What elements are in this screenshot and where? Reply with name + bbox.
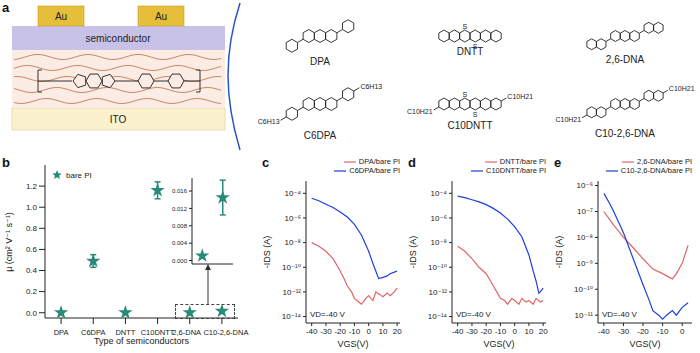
svg-text:0.004: 0.004 (172, 240, 188, 246)
html-text:VD=-40 V: VD=-40 V (310, 310, 345, 319)
svg-text:C10H21: C10H21 (555, 116, 581, 123)
svg-text:10: 10 (378, 327, 387, 336)
svg-text:0.016: 0.016 (172, 188, 188, 194)
html-text:μ (cm² V⁻¹ s⁻¹): μ (cm² V⁻¹ s⁻¹) (4, 211, 14, 272)
svg-text:0: 0 (512, 327, 517, 336)
svg-text:20: 20 (393, 327, 402, 336)
svg-text:-30: -30 (320, 327, 332, 336)
svg-text:-10: -10 (495, 327, 507, 336)
svg-text:10⁻⁹: 10⁻⁹ (576, 259, 593, 268)
svg-text:0.4: 0.4 (26, 266, 38, 275)
svg-text:10⁻¹⁴: 10⁻¹⁴ (428, 312, 448, 321)
html-text:e: e (554, 155, 562, 170)
svg-text:-20: -20 (480, 327, 492, 336)
svg-text:ITO: ITO (110, 114, 127, 125)
html-text:C6DPA/bare PI: C6DPA/bare PI (349, 166, 400, 175)
svg-text:C6DPA: C6DPA (304, 130, 337, 141)
svg-text:Au: Au (155, 11, 167, 22)
svg-text:0.012: 0.012 (172, 206, 188, 212)
html-text:c: c (262, 155, 270, 170)
svg-text:C6H13: C6H13 (258, 118, 280, 125)
svg-text:10⁻¹⁰: 10⁻¹⁰ (428, 263, 447, 272)
html-text:C10DNTT/bare PI: C10DNTT/bare PI (486, 166, 546, 175)
html-text:bare PI: bare PI (66, 170, 92, 180)
svg-text:C10H21: C10H21 (669, 85, 695, 92)
svg-text:-20: -20 (637, 327, 649, 336)
svg-text:-30: -30 (618, 327, 630, 336)
html-text:VGS(V): VGS(V) (483, 339, 515, 349)
svg-text:10⁻¹⁴: 10⁻¹⁴ (282, 312, 302, 321)
svg-text:2,6-DNA: 2,6-DNA (172, 328, 201, 337)
svg-text:-20: -20 (334, 327, 346, 336)
svg-text:20: 20 (539, 327, 548, 336)
svg-text:C10DNTT: C10DNTT (447, 120, 492, 131)
svg-text:10⁻⁸: 10⁻⁸ (285, 238, 302, 247)
svg-text:10⁻⁴: 10⁻⁴ (284, 189, 301, 198)
svg-text:10⁻⁷: 10⁻⁷ (577, 207, 593, 216)
svg-text:semiconductor: semiconductor (85, 33, 151, 44)
svg-text:Au: Au (55, 11, 67, 22)
svg-text:10⁻⁶: 10⁻⁶ (431, 214, 447, 223)
svg-text:0.2: 0.2 (26, 287, 38, 296)
svg-text:-40: -40 (306, 327, 318, 336)
svg-text:1.2: 1.2 (26, 182, 38, 191)
svg-text:S: S (473, 111, 478, 118)
svg-text:C10-2,6-DNA: C10-2,6-DNA (595, 128, 655, 139)
html-text:-IDS (A): -IDS (A) (554, 235, 564, 269)
svg-text:10⁻¹²: 10⁻¹² (283, 288, 302, 297)
html-text:-IDS (A): -IDS (A) (262, 235, 272, 269)
svg-text:S: S (462, 91, 467, 98)
html-text:-IDS (A): -IDS (A) (408, 235, 418, 269)
svg-text:C10H21: C10H21 (507, 93, 533, 100)
svg-text:C10DNTT: C10DNTT (141, 328, 175, 337)
svg-text:10⁻¹⁰: 10⁻¹⁰ (574, 285, 593, 294)
html-text:VD=-40 V: VD=-40 V (602, 310, 637, 319)
html-text:VD=-40 V: VD=-40 V (456, 310, 491, 319)
html-text:DNTT/bare PI: DNTT/bare PI (499, 157, 546, 166)
svg-text:DPA: DPA (310, 56, 330, 67)
svg-text:10⁻⁸: 10⁻⁸ (431, 238, 448, 247)
svg-text:10⁻⁶: 10⁻⁶ (285, 214, 301, 223)
svg-text:-10: -10 (657, 327, 669, 336)
svg-text:0.0: 0.0 (26, 309, 38, 318)
svg-text:C6H13: C6H13 (360, 83, 382, 90)
svg-text:0.8: 0.8 (26, 224, 38, 233)
svg-text:-10: -10 (349, 327, 361, 336)
svg-text:2,6-DNA: 2,6-DNA (606, 54, 645, 65)
svg-text:10: 10 (524, 327, 533, 336)
html-text:Type of semiconductors: Type of semiconductors (94, 336, 189, 346)
svg-text:1.0: 1.0 (26, 203, 38, 212)
svg-text:0.008: 0.008 (172, 223, 188, 229)
html-text:C10-2,6-DNA/bare PI: C10-2,6-DNA/bare PI (620, 166, 692, 175)
svg-text:10⁻¹¹: 10⁻¹¹ (575, 311, 594, 320)
html-text:VGS(V): VGS(V) (337, 339, 369, 349)
svg-text:10⁻¹²: 10⁻¹² (429, 288, 448, 297)
svg-text:10⁻⁴: 10⁻⁴ (430, 189, 447, 198)
svg-text:0: 0 (366, 327, 371, 336)
html-text:a: a (2, 0, 10, 15)
svg-text:C6DPA: C6DPA (81, 328, 105, 337)
svg-text:DNTT: DNTT (457, 46, 484, 57)
svg-text:10⁻⁶: 10⁻⁶ (577, 181, 593, 190)
svg-text:C10H21: C10H21 (407, 108, 433, 115)
svg-text:0: 0 (680, 327, 685, 336)
html-text:DPA/bare PI: DPA/bare PI (358, 157, 400, 166)
svg-text:DNTT: DNTT (115, 328, 135, 337)
svg-text:0.6: 0.6 (26, 245, 38, 254)
svg-text:0.000: 0.000 (172, 258, 188, 264)
svg-text:-40: -40 (452, 327, 464, 336)
html-text:2,6-DNA/bare PI: 2,6-DNA/bare PI (637, 157, 692, 166)
svg-text:DPA: DPA (54, 328, 69, 337)
svg-text:-30: -30 (466, 327, 478, 336)
svg-text:-40: -40 (598, 327, 610, 336)
svg-text:S: S (462, 23, 467, 30)
html-text:VGS(V): VGS(V) (629, 339, 661, 349)
svg-text:C10-2,6-DNA: C10-2,6-DNA (203, 328, 248, 337)
html-text:d: d (408, 155, 416, 170)
html-text:b: b (2, 155, 10, 170)
svg-text:10⁻¹⁰: 10⁻¹⁰ (282, 263, 301, 272)
svg-text:10⁻⁸: 10⁻⁸ (577, 233, 594, 242)
